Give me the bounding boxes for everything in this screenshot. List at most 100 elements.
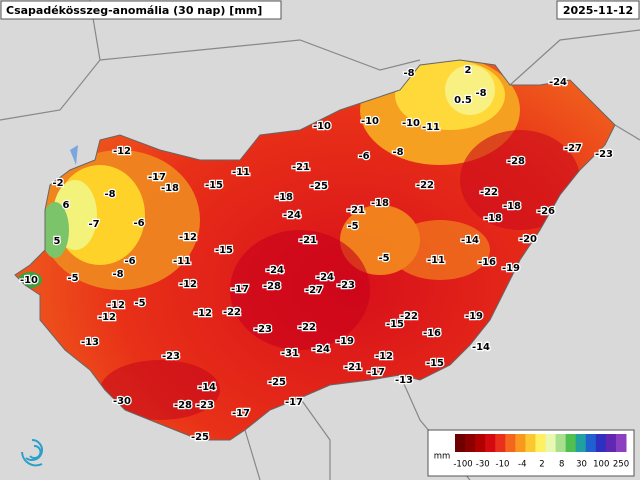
- station-value: -6: [358, 151, 369, 162]
- legend-label: 100: [593, 460, 609, 470]
- stations: -8 20.5-8-24-10 -10 -10 -11-27-23-12 -6 -8-28-…: [19, 64, 615, 445]
- legend-swatch: [565, 434, 577, 452]
- station-value: -23: [595, 149, 613, 160]
- station-value: -8: [392, 147, 403, 158]
- station-value: -13: [81, 337, 99, 348]
- station-value: -23: [337, 280, 355, 291]
- station-value: -16: [478, 257, 496, 268]
- station-value: -28: [507, 156, 525, 167]
- legend-swatch: [605, 434, 617, 452]
- station-value: -12: [113, 146, 131, 157]
- legend-swatch: [515, 434, 526, 452]
- station-value: -11: [422, 122, 440, 133]
- station-value: -10: [313, 121, 331, 132]
- station-value: -11: [232, 167, 250, 178]
- station-value: -18: [275, 192, 293, 203]
- station-value: -21: [292, 162, 310, 173]
- legend-label: 8: [559, 460, 564, 470]
- date-box: [556, 0, 640, 20]
- station-value: -25: [268, 377, 286, 388]
- station-value: -24: [549, 77, 567, 88]
- legend: -100 -30 -10 -4 2 8 30 100 250: [453, 434, 629, 470]
- station-value: -10: [402, 118, 420, 129]
- station-value: -12: [98, 312, 116, 323]
- legend-swatch: [505, 434, 516, 452]
- station-value: -5: [134, 298, 145, 309]
- station-value: -15: [426, 358, 444, 369]
- station-value: -18: [484, 213, 502, 224]
- station-value: 2: [465, 65, 472, 76]
- station-value: -27: [564, 143, 582, 154]
- station-value: -12: [179, 232, 197, 243]
- station-value: -12: [194, 308, 212, 319]
- station-value: -17: [232, 408, 250, 419]
- legend-swatch: [485, 434, 496, 452]
- station-value: -28: [263, 281, 281, 292]
- station-value: 6: [63, 200, 70, 211]
- legend-label: -30: [476, 460, 490, 470]
- station-value: -16: [423, 328, 441, 339]
- station-value: -31: [281, 348, 299, 359]
- station-value: -26: [537, 206, 555, 217]
- station-value: -8: [104, 189, 115, 200]
- station-value: -24: [266, 265, 284, 276]
- legend-swatch: [615, 434, 627, 452]
- station-value: -19: [336, 336, 354, 347]
- station-value: -24: [283, 210, 301, 221]
- station-value: -11: [173, 256, 191, 267]
- lake: [70, 145, 78, 165]
- station-value: -22: [400, 311, 418, 322]
- station-value: -22: [223, 307, 241, 318]
- station-value: -12: [375, 351, 393, 362]
- station-value: -2: [52, 178, 63, 189]
- station-value: -6: [124, 256, 135, 267]
- station-value: -17: [231, 284, 249, 295]
- station-value: -11: [427, 255, 445, 266]
- station-value: -18: [371, 198, 389, 209]
- station-value: -27: [305, 285, 323, 296]
- station-value: -5: [347, 221, 358, 232]
- legend-swatch: [495, 434, 506, 452]
- legend-swatch: [535, 434, 547, 452]
- station-value: -23: [254, 324, 272, 335]
- date: 2025-11-12: [563, 4, 633, 17]
- station-value: -8: [403, 68, 414, 79]
- station-value: -22: [480, 187, 498, 198]
- title-box: [0, 0, 282, 20]
- legend-swatch: [475, 434, 486, 452]
- station-value: -15: [205, 180, 223, 191]
- legend-label: -4: [518, 460, 526, 470]
- station-value: 0.5: [454, 95, 472, 106]
- legend-swatch: [465, 434, 476, 452]
- station-value: -19: [502, 263, 520, 274]
- station-value: -15: [215, 245, 233, 256]
- station-value: -5: [378, 253, 389, 264]
- station-value: -30: [113, 396, 131, 407]
- station-value: -17: [367, 367, 385, 378]
- station-value: -13: [395, 375, 413, 386]
- legend-swatch: [595, 434, 607, 452]
- station-value: -12: [107, 300, 125, 311]
- legend-label: 250: [613, 460, 629, 470]
- legend-label: 2: [539, 460, 544, 470]
- station-value: -8: [475, 88, 486, 99]
- legend-swatch: [555, 434, 567, 452]
- legend-swatch: [455, 434, 466, 452]
- legend-swatch: [525, 434, 536, 452]
- station-value: -24: [316, 272, 334, 283]
- station-value: -25: [191, 432, 209, 443]
- station-value: -5: [67, 273, 78, 284]
- station-value: -7: [88, 219, 99, 230]
- station-value: -24: [312, 344, 330, 355]
- station-value: -12: [179, 279, 197, 290]
- station-value: -14: [461, 235, 479, 246]
- station-value: 5: [54, 236, 61, 247]
- station-value: -21: [347, 205, 365, 216]
- legend-swatch: [585, 434, 597, 452]
- legend-swatch: [575, 434, 587, 452]
- station-value: -22: [416, 180, 434, 191]
- station-value: -23: [196, 400, 214, 411]
- station-value: -18: [503, 201, 521, 212]
